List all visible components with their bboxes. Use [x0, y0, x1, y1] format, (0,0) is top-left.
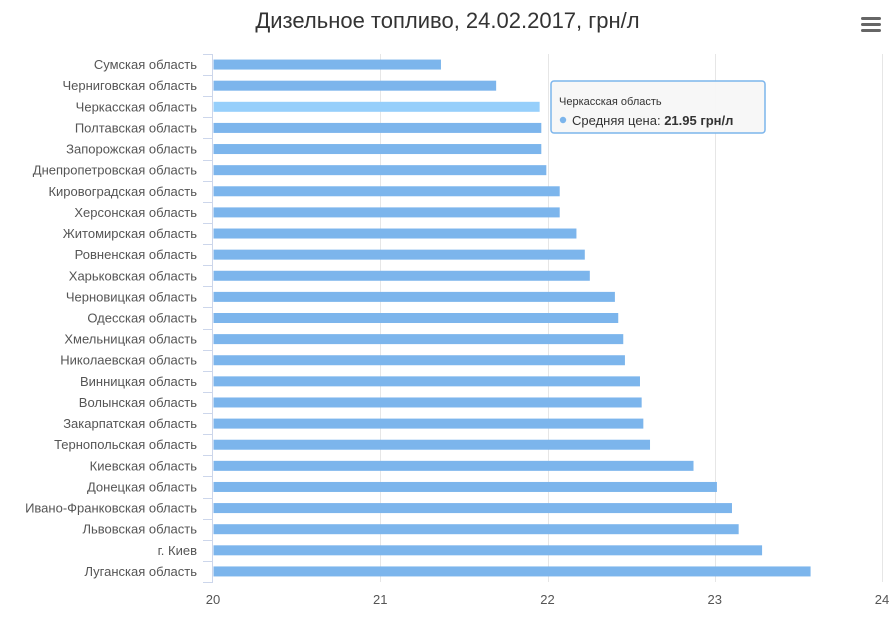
category-label: Ровненская область — [75, 247, 198, 262]
bar[interactable] — [213, 524, 739, 535]
bar-series — [213, 59, 811, 577]
bar[interactable] — [213, 228, 577, 239]
category-label: Киевская область — [90, 458, 198, 473]
bar[interactable] — [213, 80, 497, 91]
category-label: Херсонская область — [74, 205, 197, 220]
tooltip-value: 21.95 грн/л — [664, 113, 733, 128]
bar[interactable] — [213, 122, 542, 133]
category-label: Тернопольская область — [54, 437, 197, 452]
bar[interactable] — [213, 270, 590, 281]
category-label: Николаевская область — [60, 353, 197, 368]
category-label: Донецкая область — [87, 479, 197, 494]
chart-menu-button[interactable] — [853, 10, 885, 40]
bar[interactable] — [213, 545, 763, 556]
tooltip-box — [550, 80, 766, 134]
x-tick-label: 20 — [206, 592, 220, 607]
hamburger-menu-icon — [861, 17, 881, 32]
category-label: Полтавская область — [75, 120, 197, 135]
tooltip: Черкасская область Средняя цена: 21.95 г… — [550, 80, 766, 134]
tooltip-series-marker — [559, 116, 567, 124]
x-tick-label: 24 — [875, 592, 889, 607]
category-label: Запорожская область — [66, 142, 197, 157]
category-label: Одесская область — [87, 311, 197, 326]
bar[interactable] — [213, 59, 441, 70]
bar[interactable] — [213, 439, 651, 450]
category-label: Днепропетровская область — [33, 163, 197, 178]
category-label: Хмельницкая область — [64, 332, 197, 347]
bar[interactable] — [213, 376, 640, 387]
bar[interactable] — [213, 207, 560, 218]
x-tick-label: 21 — [373, 592, 387, 607]
value-axis-labels: 20 21 22 23 24 — [206, 592, 889, 607]
category-label: Винницкая область — [80, 374, 197, 389]
x-tick-label: 23 — [708, 592, 722, 607]
bar[interactable] — [213, 397, 642, 408]
category-label: Луганская область — [84, 564, 197, 579]
bar[interactable] — [213, 503, 732, 514]
category-label: Волынская область — [79, 395, 197, 410]
tooltip-line: Средняя цена: 21.95 грн/л — [572, 113, 733, 128]
category-label: Черниговская область — [62, 78, 197, 93]
bar[interactable] — [213, 481, 717, 492]
bar[interactable] — [213, 165, 547, 176]
bar[interactable] — [213, 291, 615, 302]
x-tick-label: 22 — [540, 592, 554, 607]
category-label: г. Киев — [158, 543, 197, 558]
tooltip-header: Черкасская область — [559, 96, 662, 108]
category-label: Черкасская область — [76, 99, 198, 114]
chart-title: Дизельное топливо, 24.02.2017, грн/л — [255, 8, 639, 33]
bar[interactable] — [213, 460, 694, 471]
bar[interactable] — [213, 334, 624, 345]
category-label: Черновицкая область — [66, 289, 197, 304]
bar[interactable] — [213, 355, 625, 366]
category-label: Кировоградская область — [48, 184, 197, 199]
category-label: Закарпатская область — [63, 416, 197, 431]
bar[interactable] — [213, 186, 560, 197]
category-label: Сумская область — [94, 57, 197, 72]
category-axis-labels: Сумская область Черниговская область Черка… — [25, 57, 197, 579]
category-label: Ивано-Франковская область — [25, 501, 197, 516]
bar[interactable] — [213, 566, 811, 577]
category-label: Харьковская область — [69, 268, 197, 283]
tooltip-label: Средняя цена: — [572, 113, 664, 128]
bar[interactable] — [213, 313, 619, 323]
bar[interactable] — [213, 101, 540, 112]
bar[interactable] — [213, 249, 585, 260]
category-label: Житомирская область — [63, 226, 197, 241]
category-label: Львовская область — [82, 522, 197, 537]
bar[interactable] — [213, 144, 542, 155]
bar[interactable] — [213, 418, 644, 429]
